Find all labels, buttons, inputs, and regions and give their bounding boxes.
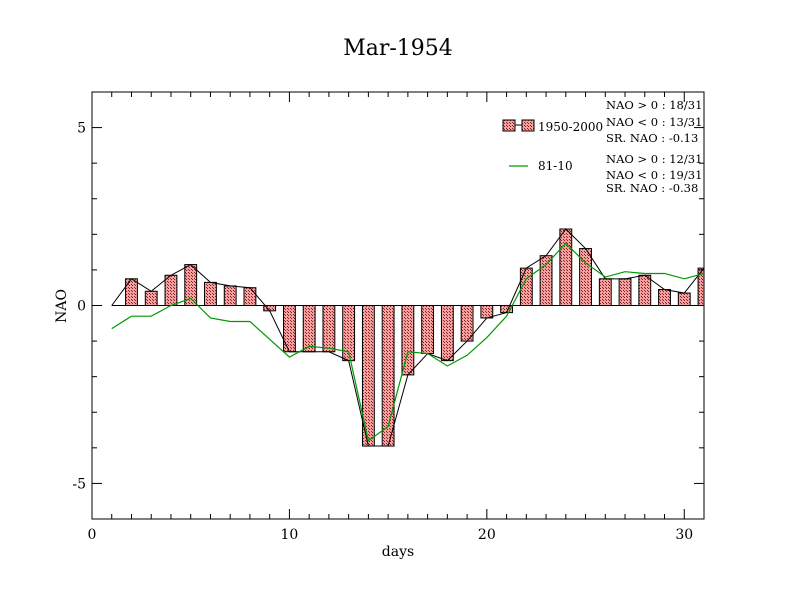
bar bbox=[282, 305, 296, 353]
bar bbox=[125, 278, 138, 306]
bar bbox=[243, 287, 257, 307]
line-series-group bbox=[111, 228, 705, 447]
chart-title: Mar-1954 bbox=[343, 36, 453, 61]
y-tick-label: 5 bbox=[77, 121, 86, 137]
stat-line: SR. NAO : -0.13 bbox=[606, 131, 698, 145]
bar bbox=[539, 255, 553, 306]
x-axis-label: days bbox=[382, 544, 414, 560]
x-tick-label: 10 bbox=[281, 527, 299, 543]
bar bbox=[618, 278, 632, 306]
bar bbox=[164, 274, 178, 307]
bar bbox=[302, 305, 316, 353]
bar bbox=[598, 278, 612, 306]
line-series-81-10 bbox=[111, 242, 705, 442]
x-tick-label: 20 bbox=[478, 527, 496, 543]
bar bbox=[401, 305, 415, 376]
legend-bar-swatch-right bbox=[521, 119, 535, 132]
bar bbox=[658, 288, 671, 306]
bar bbox=[322, 305, 336, 353]
y-tick-label: 0 bbox=[77, 299, 86, 315]
bar bbox=[559, 228, 573, 306]
legend: 1950-2000 81-10 NAO > 0 : 18/31 NAO < 0 … bbox=[502, 98, 702, 195]
bar bbox=[638, 274, 652, 307]
bar bbox=[677, 292, 691, 307]
bar bbox=[223, 285, 237, 307]
stat-line: SR. NAO : -0.38 bbox=[606, 181, 698, 195]
y-tick-label: -5 bbox=[72, 476, 86, 492]
bar bbox=[579, 248, 592, 306]
stat-line: NAO > 0 : 18/31 bbox=[606, 98, 702, 112]
legend-label-1950-2000: 1950-2000 bbox=[538, 120, 603, 134]
x-tick-label: 30 bbox=[675, 527, 693, 543]
y-axis-label: NAO bbox=[54, 289, 70, 323]
bar bbox=[361, 305, 375, 447]
legend-label-81-10: 81-10 bbox=[538, 159, 573, 173]
bar bbox=[144, 290, 158, 306]
bar-series-1950-2000 bbox=[125, 228, 705, 447]
stat-line: NAO < 0 : 19/31 bbox=[606, 168, 702, 182]
x-tick-label: 0 bbox=[88, 527, 97, 543]
bar bbox=[440, 305, 454, 362]
bar bbox=[204, 281, 217, 306]
bar bbox=[480, 305, 494, 319]
stat-line: NAO > 0 : 12/31 bbox=[606, 152, 702, 166]
legend-bar-swatch-left bbox=[502, 119, 516, 132]
bar-value-line bbox=[111, 228, 705, 447]
stat-line: NAO < 0 : 13/31 bbox=[606, 115, 702, 129]
axis-ticks: 0 10 20 30 -5 0 5 bbox=[72, 91, 705, 543]
bar bbox=[421, 305, 435, 355]
